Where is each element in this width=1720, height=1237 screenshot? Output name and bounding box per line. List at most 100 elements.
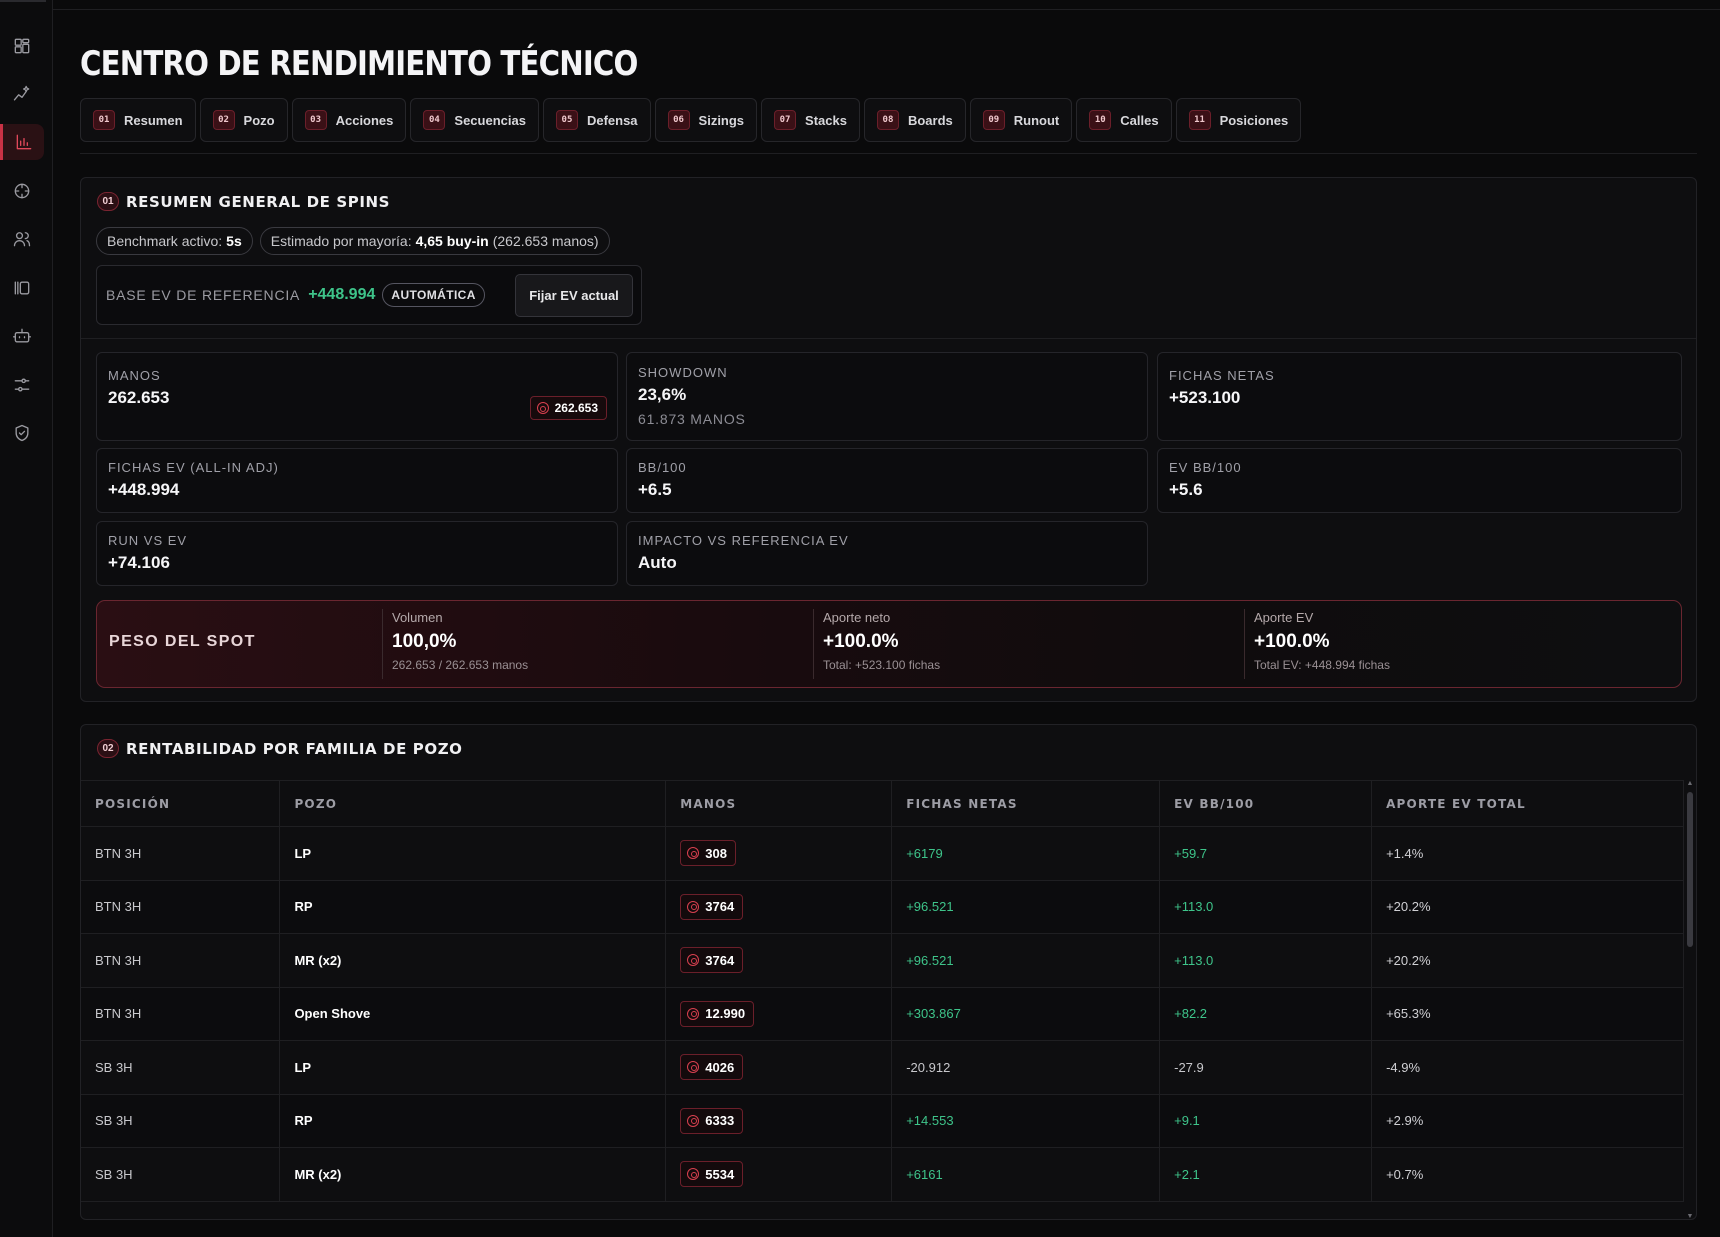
table-row[interactable]: BTN 3H LP 308 +6179 +59.7 +1.4% [81, 826, 1684, 881]
target-icon [687, 1114, 700, 1127]
cell-fichas-netas: +6179 [891, 826, 1161, 881]
bot-icon[interactable] [4, 318, 40, 354]
cell-ev-bb100: +2.1 [1159, 1147, 1373, 1202]
spot-weight-panel: PESO DEL SPOT Volumen 100,0% 262.653 / 2… [96, 600, 1682, 688]
tab-label: Secuencias [454, 112, 526, 128]
table-row[interactable]: BTN 3H Open Shove 12.990 +303.867 +82.2 +65.3… [81, 987, 1684, 1041]
shield-check-icon[interactable] [4, 415, 40, 451]
cell-ev-bb100: +82.2 [1159, 987, 1373, 1041]
target-icon [687, 954, 700, 967]
spot-aporte-ev: Aporte EV +100.0% Total EV: +448.994 fic… [1244, 609, 1664, 679]
table-row[interactable]: BTN 3H MR (x2) 3764 +96.521 +113.0 +20.2% [81, 933, 1684, 988]
tab-posiciones[interactable]: 11 Posiciones [1175, 98, 1302, 142]
spot-sub: Total: +523.100 fichas [823, 658, 941, 672]
tab-resumen[interactable]: 01 Resumen [80, 98, 196, 142]
hands-chip: 6333 [680, 1107, 744, 1134]
base-ev-value: +448.994 [308, 286, 376, 303]
tab-pozo[interactable]: 02 Pozo [199, 98, 288, 142]
table-row[interactable]: SB 3H MR (x2) 5534 +6161 +2.1 +0.7% [81, 1147, 1684, 1202]
dashboard-icon[interactable] [4, 28, 40, 64]
spot-title: PESO DEL SPOT [109, 633, 256, 650]
tab-number: 03 [304, 110, 327, 130]
benchmark-label: Benchmark activo: [107, 233, 223, 249]
cell-manos: 6333 [665, 1094, 893, 1148]
cell-manos: 308 [665, 826, 893, 881]
pozo-table-container[interactable]: POSICIÓN POZO MANOS FICHAS NETAS EV BB/100 AP… [81, 780, 1684, 1219]
column-header[interactable]: APORTE EV TOTAL [1371, 780, 1684, 827]
cell-position: SB 3H [81, 1040, 281, 1095]
tab-runout[interactable]: 09 Runout [969, 98, 1073, 142]
tab-number: 04 [423, 110, 446, 130]
stat-label: EV BB/100 [1169, 460, 1242, 475]
crosshair-icon[interactable] [4, 173, 40, 209]
hands-chip-value: 262.653 [554, 401, 598, 415]
hands-chip: 3764 [680, 893, 744, 920]
spot-label: Aporte EV [1254, 610, 1314, 625]
cell-fichas-netas: -20.912 [891, 1040, 1161, 1095]
tab-label: Runout [1013, 112, 1060, 128]
tab-acciones[interactable]: 03 Acciones [291, 98, 407, 142]
cell-position: BTN 3H [81, 987, 281, 1041]
cell-ev-bb100: +59.7 [1159, 826, 1373, 881]
stat-label: MANOS [108, 368, 161, 383]
pozo-table: POSICIÓN POZO MANOS FICHAS NETAS EV BB/100 AP… [81, 780, 1684, 1202]
fix-ev-button[interactable]: Fijar EV actual [515, 274, 633, 317]
hands-chip-value: 12.990 [705, 1006, 746, 1022]
summary-header: 01 RESUMEN GENERAL DE SPINS [97, 192, 390, 211]
hands-chip: 262.653 [529, 396, 607, 420]
column-header[interactable]: POZO [279, 780, 667, 827]
scroll-down-icon[interactable]: ▼ [1686, 1213, 1694, 1220]
cell-aporte-ev: +0.7% [1371, 1147, 1684, 1202]
sliders-icon[interactable] [4, 367, 40, 403]
table-row[interactable]: SB 3H RP 6333 +14.553 +9.1 +2.9% [81, 1094, 1684, 1148]
library-icon[interactable] [4, 270, 40, 306]
stat-value: +6.5 [638, 480, 672, 499]
hands-chip-value: 6333 [705, 1113, 735, 1129]
estimate-extra: (262.653 manos) [492, 233, 599, 249]
spot-label: Volumen [392, 610, 443, 625]
base-ev-label: BASE EV DE REFERENCIA [106, 287, 301, 303]
page-title: CENTRO DE RENDIMIENTO TÉCNICO [80, 44, 638, 84]
tab-secuencias[interactable]: 04 Secuencias [410, 98, 539, 142]
section-tabs: 01 Resumen 02 Pozo 03 Acciones 04 Secuencias 05 D… [80, 98, 1302, 142]
cell-aporte-ev: -4.9% [1371, 1040, 1684, 1095]
stat-fichas-ev: FICHAS EV (ALL-IN ADJ) +448.994 [96, 448, 618, 513]
tab-defensa[interactable]: 05 Defensa [542, 98, 651, 142]
spot-label: Aporte neto [823, 610, 891, 625]
spot-sub: 262.653 / 262.653 manos [392, 658, 529, 672]
table-row[interactable]: BTN 3H RP 3764 +96.521 +113.0 +20.2% [81, 880, 1684, 934]
table-scrollbar[interactable]: ▲ ▼ [1686, 780, 1694, 1220]
scroll-up-icon[interactable]: ▲ [1686, 780, 1694, 787]
tab-calles[interactable]: 10 Calles [1076, 98, 1172, 142]
target-icon [687, 847, 700, 860]
column-header[interactable]: EV BB/100 [1159, 780, 1373, 827]
stat-sub: 61.873 MANOS [638, 411, 746, 427]
stat-label: IMPACTO VS REFERENCIA EV [638, 533, 849, 548]
cell-ev-bb100: -27.9 [1159, 1040, 1373, 1095]
hands-chip: 4026 [680, 1054, 744, 1081]
column-header[interactable]: FICHAS NETAS [891, 780, 1161, 827]
cell-fichas-netas: +6161 [891, 1147, 1161, 1202]
users-icon[interactable] [4, 221, 40, 257]
sparkle-chart-icon[interactable] [4, 76, 40, 112]
stat-label: BB/100 [638, 460, 687, 475]
cell-pozo: MR (x2) [279, 1147, 667, 1202]
bar-chart-icon[interactable] [0, 124, 44, 160]
summary-divider [81, 338, 1696, 339]
column-header[interactable]: POSICIÓN [81, 780, 281, 827]
tab-sizings[interactable]: 06 Sizings [654, 98, 758, 142]
tab-label: Acciones [335, 112, 394, 128]
tab-number: 10 [1089, 110, 1112, 130]
tab-boards[interactable]: 08 Boards [863, 98, 966, 142]
column-header[interactable]: MANOS [665, 780, 893, 827]
tab-number: 09 [982, 110, 1005, 130]
stat-value: +5.6 [1169, 480, 1203, 499]
table-row[interactable]: SB 3H LP 4026 -20.912 -27.9 -4.9% [81, 1040, 1684, 1095]
tab-stacks[interactable]: 07 Stacks [761, 98, 860, 142]
cell-pozo: LP [279, 826, 667, 881]
stat-showdown: SHOWDOWN 23,6% 61.873 MANOS [626, 352, 1148, 441]
scrollbar-thumb[interactable] [1687, 792, 1693, 947]
cell-aporte-ev: +2.9% [1371, 1094, 1684, 1148]
target-icon [536, 402, 549, 414]
stat-value: +523.100 [1169, 388, 1241, 407]
